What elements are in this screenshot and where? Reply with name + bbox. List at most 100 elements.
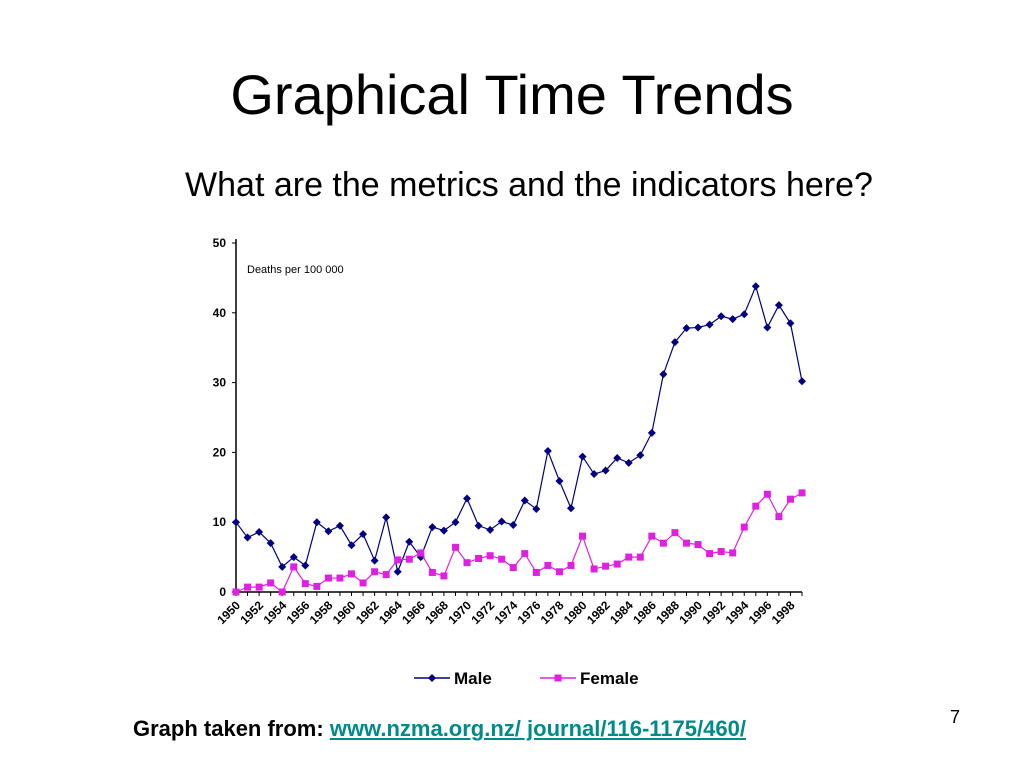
data-point-female (613, 560, 621, 568)
page-number: 7 (950, 707, 961, 727)
data-point-female (740, 523, 748, 531)
data-point-male (694, 323, 703, 332)
x-tick-label: 1964 (376, 598, 405, 627)
legend-label-male: Male (454, 669, 492, 688)
data-point-female (440, 572, 448, 580)
chart-annotation: Deaths per 100 000 (247, 264, 344, 276)
data-point-male (624, 458, 633, 467)
legend-marker-female (554, 674, 562, 682)
data-point-female (278, 588, 286, 596)
data-point-female (752, 502, 760, 510)
x-tick-label: 1952 (237, 598, 266, 627)
data-point-male (439, 526, 448, 535)
x-tick-label: 1954 (261, 598, 290, 627)
x-tick-label: 1998 (769, 598, 798, 627)
series-line-female (235, 492, 803, 593)
data-point-female (244, 583, 252, 591)
x-tick-label: 1980 (561, 598, 590, 627)
data-point-female (382, 571, 390, 579)
x-tick-label: 1978 (538, 598, 567, 627)
data-point-female (290, 563, 298, 571)
x-tick-label: 1986 (630, 598, 659, 627)
data-point-female (509, 564, 517, 572)
data-point-female (625, 553, 633, 561)
data-point-female (786, 495, 794, 503)
x-tick-label: 1966 (399, 598, 428, 627)
data-point-female (348, 570, 356, 578)
data-point-male (405, 537, 414, 546)
source-credit: Graph taken from: www.nzma.org.nz/ journ… (133, 716, 746, 742)
data-point-female (498, 555, 506, 563)
data-point-male (347, 541, 356, 550)
data-point-male (255, 527, 264, 536)
data-point-male (451, 518, 460, 527)
source-label: Graph taken from: (133, 716, 324, 741)
data-point-male (740, 310, 749, 319)
x-tick-label: 1970 (445, 598, 474, 627)
data-point-female (359, 579, 367, 587)
data-point-female (590, 565, 598, 573)
series-line-male (235, 284, 803, 574)
x-tick-label: 1972 (468, 598, 497, 627)
x-tick-label: 1950 (214, 598, 243, 627)
y-tick-label: 0 (219, 585, 226, 599)
data-point-male (232, 518, 240, 527)
data-point-male (613, 453, 622, 462)
data-point-male (382, 513, 391, 522)
data-point-male (509, 520, 518, 529)
data-point-female (602, 562, 610, 570)
slide-subtitle: What are the metrics and the indicators … (185, 166, 873, 204)
source-link[interactable]: www.nzma.org.nz/ journal/116-1175/460/ (329, 716, 746, 741)
data-point-female (532, 568, 540, 576)
data-point-male (359, 530, 368, 539)
data-point-female (544, 561, 552, 569)
data-point-male (798, 377, 806, 386)
data-point-female (475, 554, 483, 562)
y-tick-label: 20 (213, 445, 227, 459)
data-point-male (474, 521, 483, 530)
x-tick-label: 1976 (515, 598, 544, 627)
data-point-male (266, 539, 275, 548)
x-tick-label: 1984 (607, 598, 636, 627)
data-point-male (647, 428, 656, 437)
y-tick-label: 50 (213, 236, 227, 250)
y-tick-label: 40 (213, 306, 227, 320)
data-point-male (486, 525, 495, 534)
data-point-female (324, 574, 332, 582)
data-point-female (232, 588, 240, 596)
data-point-female (267, 579, 275, 587)
data-point-female (729, 549, 737, 557)
data-point-male (555, 477, 564, 486)
legend-marker-male (428, 674, 436, 682)
data-point-female (336, 574, 344, 582)
legend-label-female: Female (580, 669, 639, 688)
data-point-male (324, 527, 333, 536)
data-point-male (578, 452, 587, 461)
data-point-male (278, 562, 287, 571)
data-point-female (763, 490, 771, 498)
x-tick-label: 1956 (284, 598, 313, 627)
x-tick-label: 1992 (699, 598, 728, 627)
y-tick-label: 30 (213, 376, 227, 390)
time-trend-chart: 0102030405019501952195419561958196019621… (213, 236, 806, 688)
data-point-male (705, 320, 714, 329)
data-point-female (313, 582, 321, 590)
data-point-male (682, 324, 691, 333)
data-point-male (566, 504, 575, 513)
data-point-male (289, 553, 298, 562)
data-point-male (532, 504, 541, 513)
data-point-male (763, 323, 772, 332)
data-point-male (463, 494, 472, 503)
data-point-male (786, 319, 795, 328)
x-tick-label: 1974 (492, 598, 521, 627)
data-point-male (370, 556, 379, 565)
data-point-male (728, 315, 737, 324)
data-point-female (405, 555, 413, 563)
data-point-female (579, 532, 587, 540)
data-point-male (774, 301, 783, 310)
data-point-female (486, 552, 494, 560)
data-point-male (520, 496, 529, 505)
data-point-male (243, 533, 252, 542)
data-point-male (636, 451, 645, 460)
x-tick-label: 1962 (353, 598, 382, 627)
